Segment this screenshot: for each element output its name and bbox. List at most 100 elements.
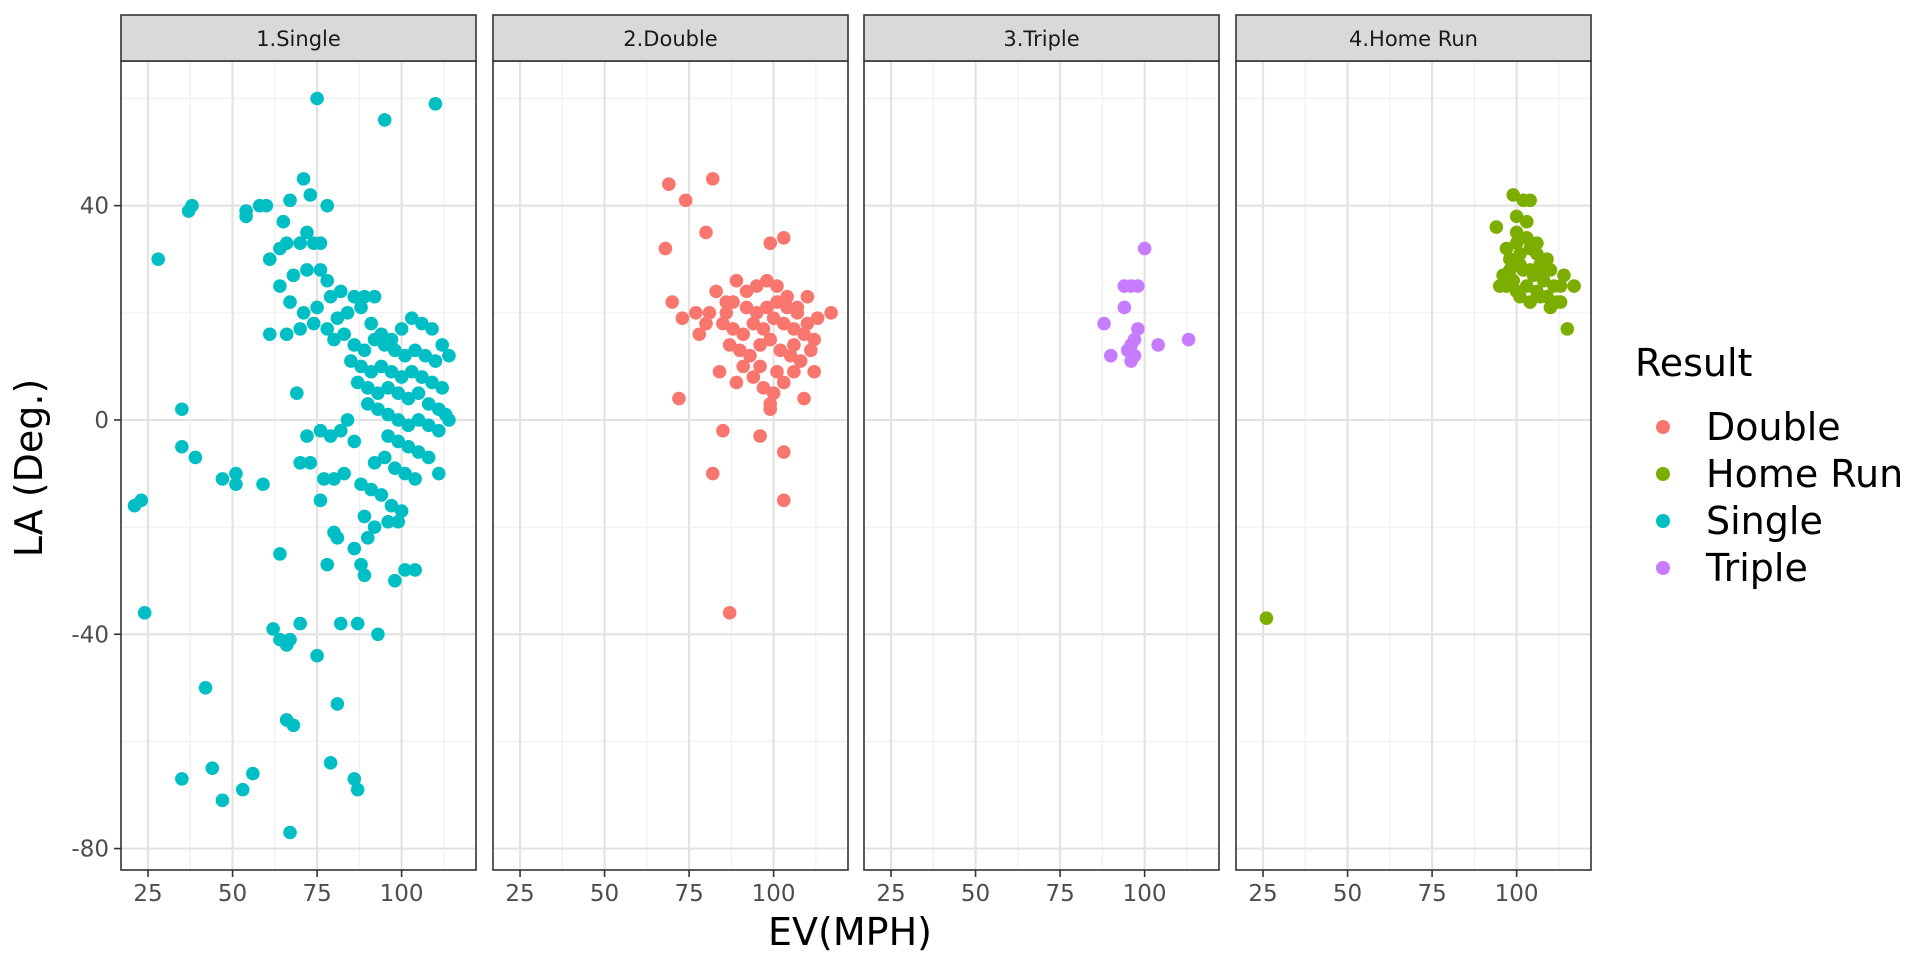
data-point [776, 231, 791, 245]
data-point [391, 434, 406, 449]
data-point [776, 375, 791, 390]
y-tick-label: 40 [80, 194, 109, 220]
data-point [313, 263, 328, 277]
data-point [401, 439, 416, 454]
data-point [726, 322, 740, 336]
x-axis-title: EV(MPH) [768, 910, 932, 954]
data-point [377, 450, 392, 465]
data-point [388, 573, 402, 588]
data-point [749, 279, 764, 293]
data-point [151, 252, 165, 267]
y-tick-label: 0 [94, 408, 109, 434]
data-point [313, 423, 328, 438]
data-point [1503, 263, 1517, 277]
data-point [435, 338, 449, 352]
data-point [662, 177, 676, 192]
data-point [303, 188, 318, 202]
data-point [1557, 268, 1571, 283]
data-point [374, 359, 389, 374]
data-point [1506, 188, 1521, 202]
data-point [780, 289, 794, 304]
x-tick-label: 25 [133, 881, 162, 907]
data-point [320, 198, 335, 213]
data-point [290, 386, 304, 400]
data-point [381, 514, 395, 529]
y-tick-label: -40 [71, 622, 109, 648]
x-tick-label: 75 [1045, 881, 1074, 907]
data-point [746, 316, 761, 331]
data-point [361, 531, 375, 545]
data-point [1127, 332, 1142, 347]
data-point [756, 381, 771, 395]
data-point [381, 407, 395, 422]
data-point [364, 364, 378, 379]
data-point [726, 295, 740, 309]
data-point [371, 386, 385, 400]
legend-key [1656, 514, 1670, 528]
data-point [787, 338, 801, 352]
data-point [776, 316, 791, 331]
data-point [1533, 268, 1548, 283]
data-point [262, 252, 277, 267]
data-point [354, 557, 368, 572]
data-point [1492, 279, 1507, 293]
data-point [1560, 322, 1575, 336]
data-point [398, 466, 412, 481]
x-tick-label: 100 [1123, 881, 1167, 907]
data-point [675, 311, 690, 325]
data-point [333, 423, 348, 438]
data-point [770, 295, 784, 309]
data-point [367, 520, 382, 534]
data-point [753, 338, 767, 352]
data-point [310, 300, 324, 315]
data-point [246, 766, 260, 781]
data-point [262, 327, 277, 342]
data-point [705, 172, 720, 186]
data-point [273, 279, 287, 293]
data-point [1513, 257, 1527, 272]
data-point [763, 332, 778, 347]
data-point [411, 413, 426, 427]
data-point [310, 648, 324, 663]
data-point [357, 289, 372, 304]
data-point [337, 327, 351, 342]
data-point [340, 306, 355, 320]
data-point [293, 456, 307, 470]
data-point [733, 343, 747, 358]
data-point [347, 434, 362, 449]
facet-strip-label: 3.Triple [1003, 27, 1079, 51]
data-point [776, 493, 791, 508]
facet-strip-label: 1.Single [256, 27, 341, 51]
data-point [1124, 354, 1138, 368]
data-point [317, 472, 331, 486]
facet-strip [120, 14, 477, 62]
facet-strip-label: 2.Double [623, 27, 717, 51]
data-point [367, 332, 382, 347]
data-point [313, 236, 328, 250]
data-point [377, 113, 392, 127]
data-point [371, 402, 385, 417]
data-point [739, 284, 754, 299]
data-point [347, 289, 362, 304]
data-point [1519, 279, 1534, 293]
data-point [766, 311, 781, 325]
data-point [229, 477, 243, 492]
legend-item: Home Run [1656, 452, 1903, 496]
data-point [783, 348, 798, 363]
data-point [421, 418, 436, 433]
data-point [273, 547, 287, 561]
data-point [1519, 214, 1534, 229]
panel-background [864, 61, 1219, 870]
data-point [279, 236, 294, 250]
data-point [418, 348, 433, 363]
data-point [404, 364, 419, 379]
data-point [1151, 338, 1165, 352]
data-point [1181, 332, 1196, 347]
data-point [1137, 241, 1152, 256]
data-point [293, 236, 307, 250]
data-point [361, 381, 375, 395]
data-point [350, 616, 365, 631]
data-point [300, 263, 314, 277]
data-point [374, 488, 389, 502]
